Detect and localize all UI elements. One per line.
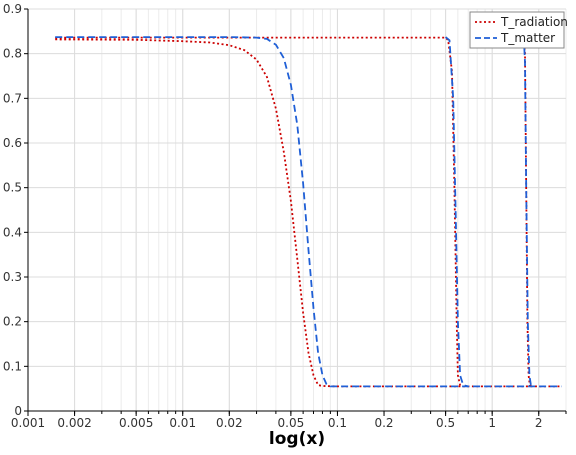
- y-tick-label: 0.8: [3, 47, 22, 61]
- x-tick-label: 0.5: [436, 416, 455, 430]
- series-line-t-radiation: [55, 38, 562, 388]
- x-tick-label: 0.02: [216, 416, 243, 430]
- x-tick-label: 0.1: [328, 416, 347, 430]
- axes: [27, 9, 566, 412]
- x-tick-label: 0.05: [278, 416, 305, 430]
- y-axis-ticks: 0 0.1 0.2 0.3 0.4 0.5 0.6 0.7 0.8 0.9: [3, 2, 28, 418]
- x-tick-label: 0.2: [374, 416, 393, 430]
- x-axis-ticks: 0.001 0.002 0.005 0.01 0.02 0.05 0.1 0.2 0.5 1 2: [11, 411, 567, 430]
- legend[interactable]: T_radiation T_matter: [469, 11, 568, 49]
- x-tick-label: 1: [488, 416, 496, 430]
- y-tick-label: 0.6: [3, 136, 22, 150]
- series-line-t-matter: [445, 36, 469, 388]
- x-axis-label: log(x): [269, 429, 325, 449]
- x-tick-label: 0.01: [169, 416, 196, 430]
- legend-label-t-matter: T_matter: [500, 31, 555, 45]
- y-tick-label: 0.2: [3, 315, 22, 329]
- series-line-t-matter: [55, 36, 562, 388]
- x-tick-label: 0.005: [119, 416, 153, 430]
- y-tick-label: 0.7: [3, 91, 22, 105]
- y-tick-label: 0.1: [3, 359, 22, 373]
- y-tick-label: 0.5: [3, 181, 22, 195]
- x-tick-label: 0.001: [11, 416, 45, 430]
- legend-box: [469, 11, 565, 49]
- y-tick-label: 0: [14, 404, 22, 418]
- series-line-t-radiation: [519, 37, 533, 388]
- y-tick-label: 0.3: [3, 270, 22, 284]
- series-layer: [55, 36, 562, 388]
- y-tick-label: 0.4: [3, 225, 22, 239]
- y-tick-label: 0.9: [3, 2, 22, 16]
- x-tick-label: 0.002: [57, 416, 91, 430]
- series-line-t-matter: [522, 37, 534, 388]
- x-tick-label: 2: [535, 416, 543, 430]
- legend-label-t-radiation: T_radiation: [500, 15, 568, 29]
